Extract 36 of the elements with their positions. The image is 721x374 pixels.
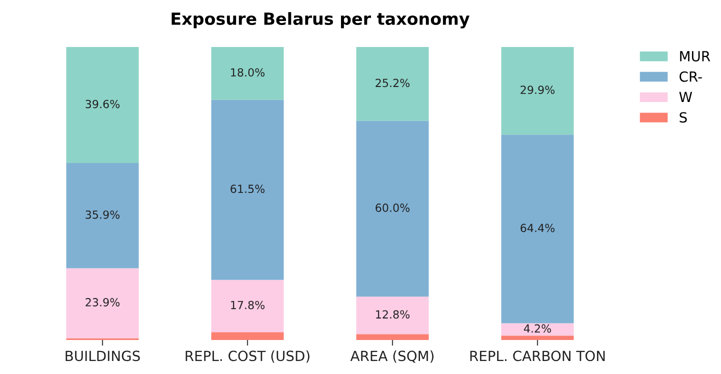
bar <box>211 47 284 100</box>
bar <box>356 296 429 334</box>
x-tick-label: REPL. COST (USD) <box>186 350 310 363</box>
data-label: 35.9% <box>86 210 120 219</box>
bar <box>66 47 139 164</box>
bar <box>211 100 284 280</box>
data-label: 25.2% <box>376 78 410 88</box>
data-label: 23.9% <box>86 298 120 306</box>
bar <box>356 120 429 297</box>
legend-label: CR- <box>680 71 702 82</box>
data-label: 39.6% <box>86 100 120 108</box>
legend-label: MUR <box>680 51 710 62</box>
data-label: 12.8% <box>376 310 410 319</box>
bar <box>356 334 429 340</box>
bar <box>211 280 284 332</box>
data-label: 60.0% <box>376 204 410 212</box>
x-tick-label: BUILDINGS <box>66 350 140 362</box>
bar <box>356 47 429 121</box>
data-label: 4.2% <box>524 324 551 333</box>
bar <box>66 163 139 268</box>
data-label: 61.5% <box>230 184 265 194</box>
data-label: 17.8% <box>231 300 265 310</box>
bar <box>501 336 574 340</box>
data-label: 64.4% <box>520 224 555 232</box>
data-label: 18.0% <box>231 68 265 77</box>
bar <box>66 268 139 338</box>
legend-label: W <box>679 92 692 102</box>
x-tick-label: REPL. CARBON TON <box>470 350 605 362</box>
bar <box>501 323 574 336</box>
data-label: 29.9% <box>520 86 555 94</box>
bar <box>501 47 574 135</box>
bar <box>211 332 284 340</box>
x-tick-label: AREA (SQM) <box>350 350 434 363</box>
legend-label: S <box>680 112 687 123</box>
chart-title: Exposure Belarus per taxonomy <box>172 12 470 28</box>
bar <box>501 134 574 324</box>
